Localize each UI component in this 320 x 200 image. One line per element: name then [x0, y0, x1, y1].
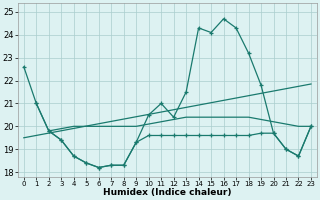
X-axis label: Humidex (Indice chaleur): Humidex (Indice chaleur)	[103, 188, 232, 197]
